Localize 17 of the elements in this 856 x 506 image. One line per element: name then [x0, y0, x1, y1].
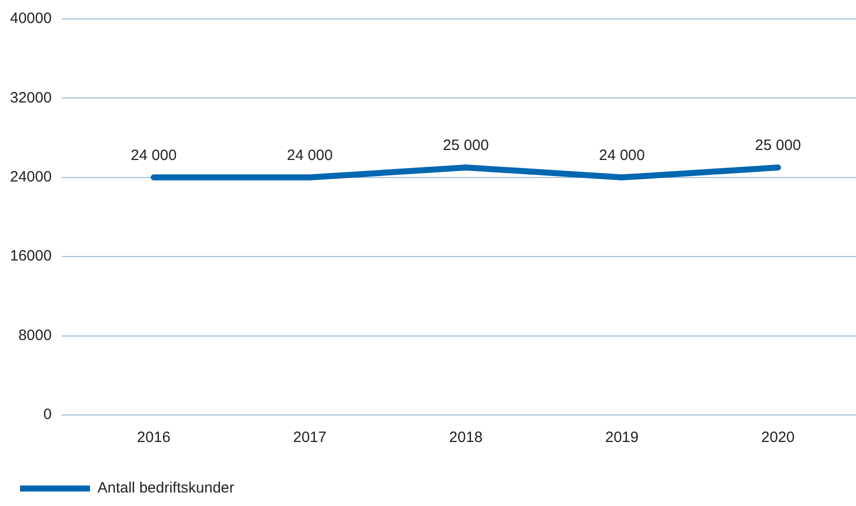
data-label: 24 000: [286, 147, 333, 164]
x-tick-label: 2016: [137, 429, 170, 446]
x-tick-label: 2017: [293, 429, 326, 446]
y-tick-label: 24000: [10, 168, 52, 186]
data-label: 25 000: [442, 137, 489, 154]
y-tick-label: 16000: [10, 248, 52, 265]
y-tick-label: 40000: [10, 10, 52, 28]
legend-label: Antall bedriftskunder: [98, 480, 234, 497]
data-label: 24 000: [598, 147, 645, 164]
x-tick-label: 2020: [761, 429, 795, 446]
data-label: 25 000: [755, 137, 801, 154]
y-tick-label: 0: [43, 406, 52, 424]
y-tick-label: 8000: [18, 326, 52, 344]
y-tick-label: 32000: [10, 89, 52, 106]
x-tick-label: 2018: [449, 429, 483, 446]
data-label: 24 000: [130, 147, 177, 164]
x-tick-label: 2019: [605, 429, 639, 446]
